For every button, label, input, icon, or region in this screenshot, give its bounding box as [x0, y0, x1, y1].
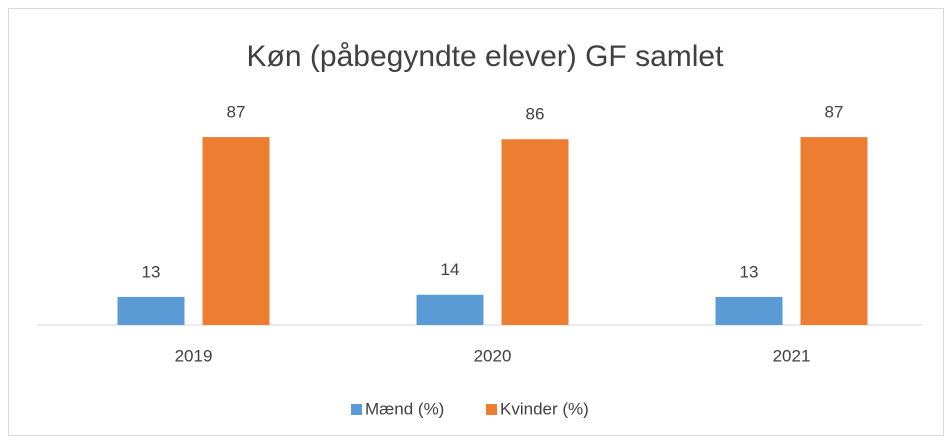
- x-tick-label: 2021: [773, 346, 811, 365]
- bar: [800, 137, 868, 325]
- bar: [501, 139, 569, 325]
- bar: [416, 294, 484, 325]
- legend-swatch: [486, 404, 497, 415]
- chart-border: [8, 8, 944, 436]
- data-label: 13: [142, 262, 161, 281]
- data-label: 87: [825, 103, 844, 122]
- data-label: 13: [740, 262, 759, 281]
- bar: [202, 137, 270, 325]
- legend-swatch: [351, 404, 362, 415]
- legend-label: Mænd (%): [365, 399, 444, 418]
- x-tick-label: 2019: [175, 346, 213, 365]
- x-tick-label: 2020: [474, 346, 512, 365]
- data-label: 87: [227, 103, 246, 122]
- legend-label: Kvinder (%): [500, 399, 589, 418]
- bar: [715, 296, 783, 325]
- data-label: 14: [441, 260, 460, 279]
- data-label: 86: [526, 105, 545, 124]
- chart-title: Køn (påbegyndte elever) GF samlet: [247, 40, 725, 73]
- bar: [117, 296, 185, 325]
